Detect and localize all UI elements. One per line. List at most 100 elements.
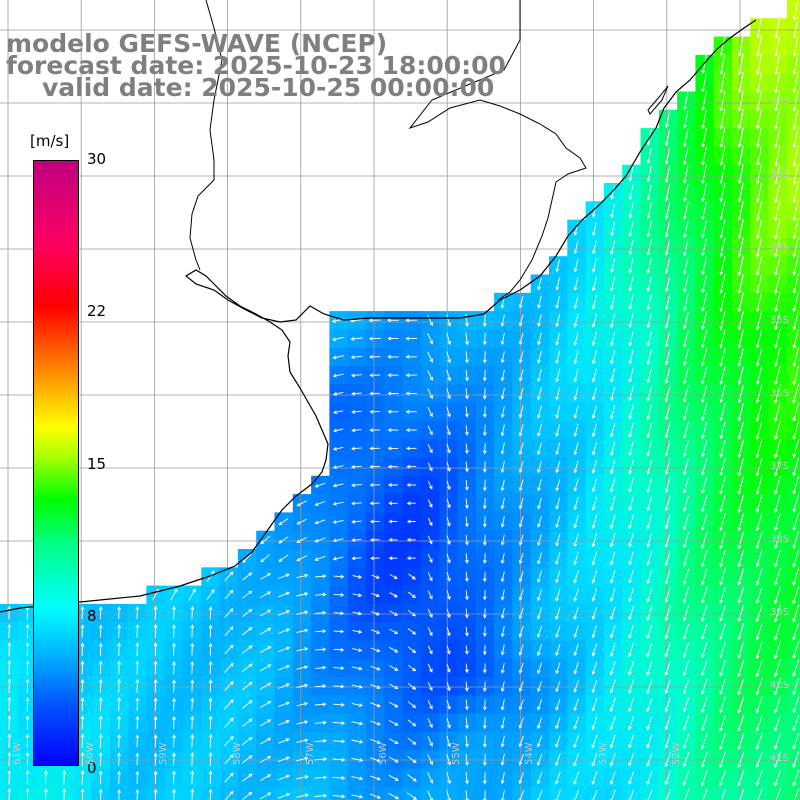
- wind-arrow: [628, 294, 634, 311]
- wind-arrow: [190, 788, 195, 800]
- wind-arrow: [682, 678, 690, 695]
- wind-arrow: [224, 790, 234, 800]
- wind-arrow: [683, 220, 689, 239]
- wind-arrow: [591, 276, 597, 292]
- wind-arrow: [664, 165, 671, 184]
- wind-arrow: [755, 255, 763, 276]
- wind-arrow: [153, 734, 158, 748]
- wind-arrow: [792, 35, 799, 58]
- wind-arrow: [792, 751, 800, 769]
- wind-arrow: [591, 258, 597, 273]
- wind-arrow: [664, 440, 671, 457]
- wind-arrow: [369, 483, 380, 487]
- wind-arrow: [719, 72, 726, 94]
- wind-arrow: [406, 501, 416, 506]
- wind-arrow: [208, 752, 213, 766]
- wind-arrow: [720, 788, 726, 800]
- wind-arrow: [206, 588, 215, 601]
- wind-arrow: [370, 611, 381, 616]
- wind-arrow: [387, 391, 399, 396]
- wind-arrow: [405, 336, 418, 341]
- wind-arrow: [555, 662, 561, 675]
- wind-arrow: [755, 218, 763, 240]
- wind-arrow: [537, 662, 543, 675]
- wind-arrow: [646, 367, 653, 384]
- wind-arrow: [350, 355, 363, 360]
- wind-cell: [512, 786, 532, 800]
- wind-arrow: [407, 609, 417, 617]
- wind-arrow: [664, 312, 671, 329]
- wind-arrow: [591, 533, 598, 548]
- wind-arrow: [682, 458, 689, 476]
- wind-arrow: [792, 714, 800, 732]
- wind-arrow: [208, 660, 213, 675]
- wind-arrow: [25, 769, 30, 785]
- wind-arrow: [370, 702, 381, 708]
- wind-arrow: [573, 478, 579, 492]
- wind-arrow: [500, 497, 505, 510]
- wind-arrow: [628, 459, 634, 475]
- wind-arrow: [646, 477, 653, 494]
- wind-arrow: [332, 538, 344, 543]
- wind-arrow: [646, 587, 653, 603]
- wind-arrow: [518, 753, 524, 766]
- wind-arrow: [774, 72, 781, 94]
- wind-arrow: [332, 446, 344, 451]
- wind-arrow: [518, 552, 524, 565]
- wind-arrow: [224, 662, 234, 673]
- wind-arrow: [427, 772, 434, 784]
- wind-arrow: [755, 568, 763, 586]
- wind-arrow: [628, 606, 634, 621]
- wind-arrow: [555, 606, 561, 620]
- wind-arrow: [278, 683, 290, 689]
- wind-arrow: [153, 715, 158, 729]
- wind-arrow: [117, 752, 122, 766]
- wind-arrow: [774, 255, 781, 277]
- wind-arrow: [351, 519, 362, 524]
- wind-arrow: [609, 441, 616, 456]
- wind-arrow: [792, 0, 799, 21]
- wind-arrow: [628, 496, 634, 512]
- wind-arrow: [537, 368, 542, 383]
- wind-arrow: [518, 735, 524, 748]
- wind-arrow: [591, 643, 598, 657]
- wind-arrow: [664, 110, 671, 129]
- wind-arrow: [573, 496, 579, 511]
- wind-arrow: [792, 16, 799, 39]
- wind-arrow: [591, 551, 598, 566]
- wind-cell: [768, 786, 788, 800]
- wind-arrow: [446, 717, 451, 729]
- wind-arrow: [755, 604, 763, 623]
- wind-arrow: [774, 145, 781, 167]
- wind-arrow: [591, 423, 597, 438]
- wind-cell: [786, 786, 800, 800]
- wind-arrow: [350, 336, 363, 341]
- wind-arrow: [773, 586, 781, 605]
- wind-arrow: [369, 519, 380, 524]
- wind-arrow: [701, 696, 708, 713]
- wind-arrow: [314, 684, 327, 688]
- wind-arrow: [500, 571, 505, 583]
- wind-arrow: [774, 494, 781, 513]
- wind-arrow: [646, 184, 652, 201]
- wind-arrow: [224, 571, 234, 582]
- wind-arrow: [351, 666, 363, 671]
- wind-arrow: [719, 770, 727, 787]
- lat-label: 38S: [770, 534, 790, 545]
- wind-cell: [402, 786, 422, 800]
- wind-arrow: [25, 660, 30, 675]
- wind-arrow: [555, 350, 561, 365]
- wind-arrow: [664, 367, 671, 384]
- wind-cell: [786, 128, 800, 147]
- wind-arrow: [664, 642, 671, 658]
- wind-arrow: [792, 181, 799, 204]
- wind-arrow: [80, 624, 85, 638]
- wind-arrow: [682, 440, 689, 458]
- wind-arrow: [628, 532, 634, 548]
- wind-arrow: [296, 738, 309, 743]
- wind-arrow: [756, 127, 762, 149]
- wind-arrow: [259, 664, 272, 672]
- wind-arrow: [755, 164, 763, 185]
- wind-arrow: [7, 715, 12, 730]
- wind-arrow: [719, 146, 726, 166]
